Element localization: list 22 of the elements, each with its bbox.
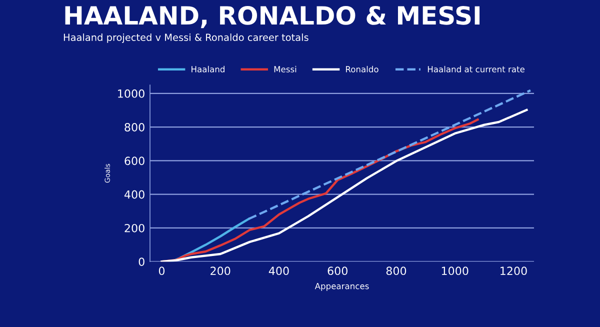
y-tick-label: 200 [124,224,144,232]
legend-label: Haaland [192,66,224,72]
y-tick-label: 400 [124,190,144,199]
chart-title: HAALAND, RONALDO & MESSI [65,6,480,28]
line-series [160,108,528,262]
legend-label: Haaland at current rate [428,66,524,72]
x-tick-label: 1000 [442,266,468,276]
x-tick-label: 600 [328,266,348,276]
x-tick-label: 200 [210,266,230,276]
x-tick-label: 1200 [500,266,527,276]
chart-subtitle: Haaland projected v Messi & Ronaldo career totals [64,33,308,43]
line-series [160,118,479,262]
y-tick-label: 0 [138,258,144,266]
y-tick-label: 800 [124,123,144,132]
x-tick-label: 400 [268,266,289,276]
y-tick-label: 1000 [118,89,144,98]
legend-label: Ronaldo [346,66,378,72]
y-tick-label: 600 [124,156,144,166]
x-axis-title: Appearances [314,283,369,291]
legend-label: Messi [274,66,296,72]
x-tick-label: 0 [158,266,165,276]
x-tick-label: 800 [386,266,406,276]
